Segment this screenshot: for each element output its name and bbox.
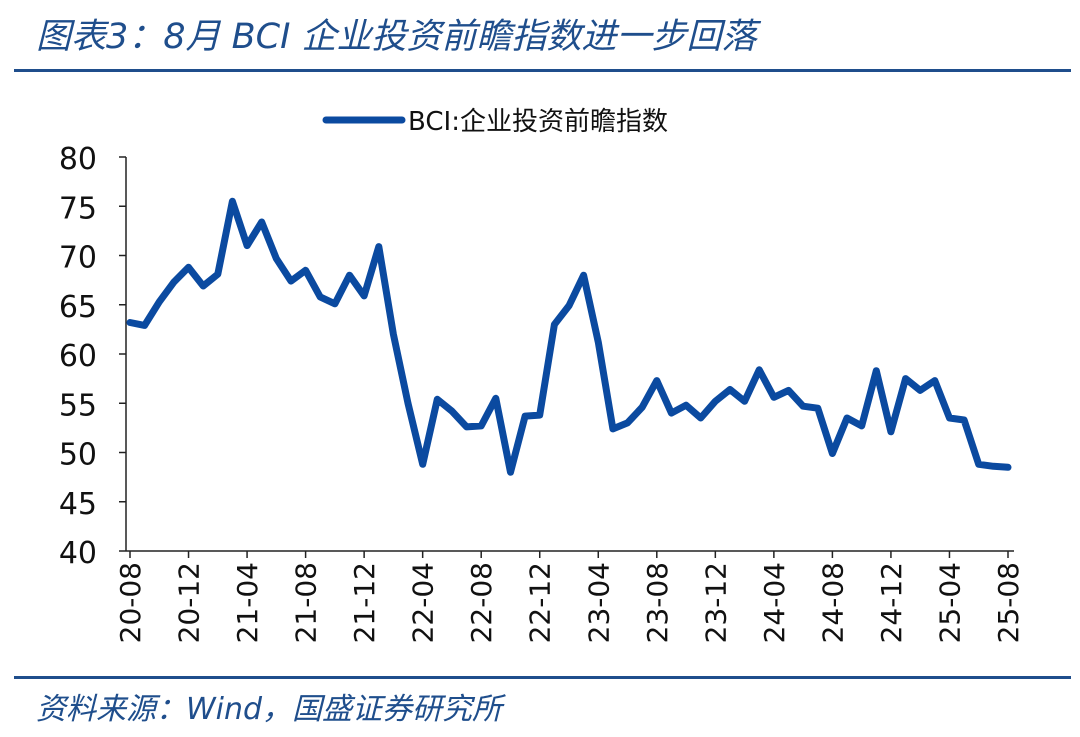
data-point bbox=[903, 376, 909, 382]
data-point bbox=[186, 264, 191, 270]
data-point bbox=[683, 402, 689, 408]
x-tick-label: 23-12 bbox=[699, 562, 732, 643]
data-point bbox=[434, 396, 440, 402]
x-tick-label: 22-08 bbox=[465, 562, 498, 643]
x-tick-label: 24-08 bbox=[816, 562, 849, 643]
data-point bbox=[698, 415, 704, 421]
data-point bbox=[303, 267, 309, 273]
y-tick-label: 70 bbox=[59, 241, 97, 276]
x-tick-label: 21-04 bbox=[231, 562, 264, 643]
data-point bbox=[405, 400, 411, 406]
data-point bbox=[932, 378, 938, 384]
y-tick-label: 40 bbox=[59, 536, 97, 571]
series-line-bci bbox=[126, 197, 1012, 476]
data-point bbox=[332, 301, 338, 307]
data-point bbox=[859, 423, 865, 429]
data-point bbox=[215, 271, 221, 277]
data-point bbox=[625, 420, 630, 426]
data-point bbox=[961, 417, 967, 423]
data-point bbox=[610, 426, 616, 432]
x-tick-label: 22-12 bbox=[524, 562, 557, 643]
data-point bbox=[493, 395, 499, 401]
y-tick-label: 50 bbox=[59, 438, 97, 473]
data-point bbox=[537, 412, 543, 418]
y-tick-label: 80 bbox=[59, 142, 97, 177]
y-tick-label: 45 bbox=[59, 487, 97, 522]
figure-title: 图表3：8月 BCI 企业投资前瞻指数进一步回落 bbox=[36, 17, 757, 57]
y-tick-label: 65 bbox=[59, 290, 97, 325]
data-point bbox=[742, 398, 748, 404]
data-point bbox=[844, 415, 850, 421]
x-tick-label: 20-12 bbox=[173, 562, 206, 643]
data-point bbox=[508, 469, 513, 475]
data-point bbox=[127, 320, 133, 325]
data-point bbox=[390, 331, 396, 337]
x-tick-label: 24-12 bbox=[875, 562, 908, 643]
y-axis-ticks: 40 45 50 55 60 65 70 75 80 bbox=[59, 142, 126, 571]
data-point bbox=[917, 387, 923, 393]
data-point bbox=[464, 424, 470, 430]
data-point bbox=[888, 429, 894, 435]
x-axis-ticks: 20-08 20-12 21-04 21-08 21-12 22-04 22-08 22-12… bbox=[114, 551, 1025, 643]
data-point bbox=[347, 272, 352, 278]
data-point bbox=[815, 405, 821, 411]
data-point bbox=[142, 322, 148, 328]
data-point bbox=[976, 461, 982, 467]
data-point bbox=[171, 279, 177, 285]
y-tick-label: 75 bbox=[59, 191, 97, 226]
data-point bbox=[566, 303, 572, 309]
data-point bbox=[449, 408, 455, 414]
x-tick-label: 24-04 bbox=[758, 562, 791, 643]
x-tick-label: 23-08 bbox=[641, 562, 674, 643]
data-point bbox=[581, 272, 587, 278]
x-tick-label: 23-04 bbox=[582, 562, 615, 643]
data-point bbox=[786, 387, 791, 393]
data-point bbox=[668, 410, 674, 416]
data-point bbox=[361, 293, 367, 299]
data-point bbox=[229, 198, 235, 204]
y-tick-label: 60 bbox=[59, 339, 97, 374]
data-point bbox=[478, 423, 484, 429]
data-point bbox=[771, 394, 777, 400]
source-divider bbox=[14, 676, 1071, 679]
series-group bbox=[126, 197, 1012, 476]
data-point bbox=[259, 219, 265, 225]
data-point bbox=[800, 403, 806, 409]
x-tick-label: 20-08 bbox=[114, 562, 147, 643]
y-tick-label: 55 bbox=[59, 388, 97, 423]
data-point bbox=[639, 404, 645, 410]
data-point bbox=[947, 415, 952, 421]
data-point bbox=[522, 413, 528, 419]
data-point bbox=[244, 243, 250, 249]
x-tick-label: 25-08 bbox=[992, 562, 1025, 643]
data-point bbox=[317, 294, 323, 300]
data-point bbox=[420, 461, 426, 467]
data-point bbox=[712, 398, 718, 404]
data-point bbox=[990, 463, 996, 469]
data-point bbox=[288, 278, 294, 284]
x-tick-label: 21-12 bbox=[348, 562, 381, 643]
data-point bbox=[873, 368, 879, 374]
data-point bbox=[376, 244, 382, 250]
data-point bbox=[156, 299, 162, 305]
legend-label: BCI:企业投资前瞻指数 bbox=[408, 107, 668, 137]
data-point bbox=[654, 378, 660, 384]
chart-axes bbox=[125, 157, 1014, 552]
data-point bbox=[1005, 464, 1011, 470]
chart-legend: BCI:企业投资前瞻指数 bbox=[322, 107, 668, 137]
data-point bbox=[551, 322, 557, 327]
data-point bbox=[727, 387, 733, 392]
data-point bbox=[273, 256, 279, 261]
x-tick-label: 25-04 bbox=[933, 562, 966, 643]
data-point bbox=[200, 283, 206, 289]
data-point bbox=[756, 367, 762, 373]
source-note: 资料来源：Wind，国盛证券研究所 bbox=[36, 692, 503, 727]
title-divider bbox=[14, 69, 1071, 72]
data-point bbox=[595, 339, 601, 345]
x-tick-label: 22-04 bbox=[407, 562, 440, 643]
data-point bbox=[829, 451, 835, 456]
x-tick-label: 21-08 bbox=[290, 562, 323, 643]
